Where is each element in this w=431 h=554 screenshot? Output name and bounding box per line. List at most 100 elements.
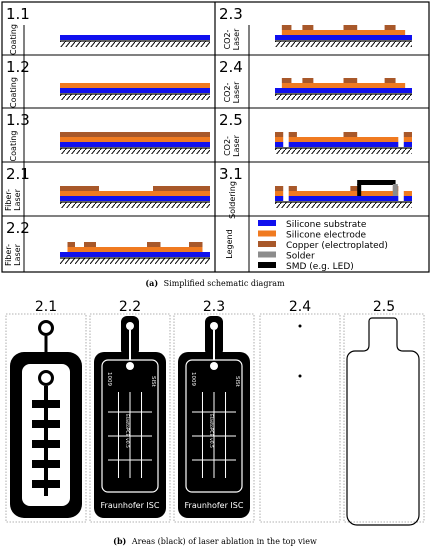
panel-label: 2.2 (119, 299, 141, 315)
copper-layer (350, 186, 360, 191)
board-hole (210, 362, 218, 370)
copper-layer (60, 186, 99, 191)
step-id: 2.2 (6, 219, 30, 237)
legend-title: Legend (225, 229, 234, 258)
step-id: 1.2 (6, 58, 30, 76)
substrate-layer (288, 196, 399, 201)
caption-b: (b) Areas (black) of laser ablation in t… (113, 536, 317, 546)
step-process-label: CO2-Laser (223, 134, 241, 156)
electrode-layer (281, 30, 406, 35)
step-id: 1.3 (6, 111, 30, 129)
substrate-layer (60, 252, 210, 257)
tab-trace (213, 330, 215, 360)
substrate-layer (288, 142, 399, 147)
panel-frame (343, 313, 425, 523)
legend-swatch (258, 241, 276, 247)
electrode-layer (67, 247, 203, 252)
ground-hatch (60, 94, 210, 100)
panel-frame (5, 313, 87, 523)
ground-hatch (275, 202, 412, 208)
copper-layer (275, 186, 284, 191)
tab-hole (210, 322, 218, 330)
substrate-layer (60, 88, 210, 93)
step-id: 2.1 (6, 165, 30, 183)
step-id: 2.3 (219, 5, 243, 23)
electrode-layer (275, 137, 284, 142)
legend-label: Silicone electrode (286, 231, 367, 241)
ground-hatch (60, 148, 210, 154)
smd-component (357, 180, 396, 185)
board-text-side: SISt (234, 376, 240, 388)
inner-outline (185, 359, 243, 493)
panel-label: 2.4 (289, 299, 311, 315)
step-cell: 2.5 CO2-Laser (219, 111, 412, 157)
panel-frame (173, 313, 255, 523)
electrode-layer (288, 191, 399, 196)
board-text-vertical: ElastoPCB v0.5 (124, 414, 130, 448)
tab-trace (129, 330, 131, 360)
copper-layer (275, 132, 284, 137)
legend-label: Silicone substrate (286, 220, 367, 230)
step-process-label: Fiber-Laser (4, 188, 22, 211)
board-text-vertical: ElastoPCB v0.5 (208, 414, 214, 448)
copper-layer (84, 242, 96, 247)
topview-panel: 2.2 Fraunhofer ISC SISt 1009 ElastoPCB v0.5 (89, 299, 171, 523)
ablation-dot (298, 374, 302, 378)
step-id: 2.4 (219, 58, 243, 76)
substrate-layer (60, 35, 210, 40)
board-text-main: Fraunhofer ISC (185, 501, 244, 510)
substrate-layer (343, 88, 412, 93)
copper-layer (67, 242, 75, 247)
copper-layer (403, 132, 412, 137)
ground-hatch (60, 258, 210, 264)
ground-hatch (275, 41, 412, 47)
step-cell: 2.2 Fiber-Laser (4, 219, 210, 266)
copper-layer (384, 25, 396, 30)
step-process-label: CO2-Laser (223, 81, 241, 103)
electrode-layer (403, 137, 412, 142)
copper-layer (288, 186, 297, 191)
top-view: 2.1 2.2 Fraunhofer ISC SISt 1009 ElastoPCB v0… (5, 299, 425, 526)
smd-lead (357, 184, 362, 196)
substrate-layer (60, 142, 210, 147)
copper-layer (343, 25, 358, 30)
board-text-num: 1009 (106, 372, 112, 386)
step-cell: 2.4 CO2-Laser (219, 58, 412, 103)
step-cell: 1.3 Coating (6, 111, 210, 161)
electrode-layer (403, 191, 412, 196)
copper-layer (281, 25, 292, 30)
copper-layer (189, 242, 203, 247)
legend-swatch (258, 262, 276, 268)
copper-layer (153, 186, 210, 191)
step-process-label: Coating (9, 131, 18, 162)
substrate-layer (275, 196, 284, 201)
copper-layer (60, 132, 210, 137)
caption-a: (a) Simplified schematic diagram (145, 278, 285, 288)
panel-label: 2.5 (373, 299, 395, 315)
substrate-layer (275, 35, 412, 40)
step-process-label: Coating (9, 77, 18, 108)
schematic-cells: 1.1Coating1.2Coating1.3Coating2.1Fiber-L… (4, 5, 412, 266)
pad-hole (41, 373, 51, 383)
legend-label: Solder (286, 252, 315, 262)
step-id: 2.5 (219, 111, 243, 129)
electrode-layer (60, 191, 210, 196)
solder (392, 184, 398, 196)
ground-hatch (275, 148, 412, 154)
inner-outline (101, 359, 159, 493)
legend-swatch (258, 220, 276, 226)
copper-layer (147, 242, 161, 247)
step-process-label: Fiber-Laser (4, 243, 22, 266)
copper-layer (281, 78, 292, 83)
board-text-num: 1009 (190, 372, 196, 386)
board-outline (346, 317, 420, 526)
board-hole (126, 362, 134, 370)
panel-frame (89, 313, 171, 523)
topview-panel: 2.3 Fraunhofer ISC SISt 1009 ElastoPCB v0.5 (173, 299, 255, 523)
substrate-layer (403, 196, 412, 201)
substrate-layer (60, 196, 210, 201)
step-process-label: Soldering (228, 181, 237, 219)
